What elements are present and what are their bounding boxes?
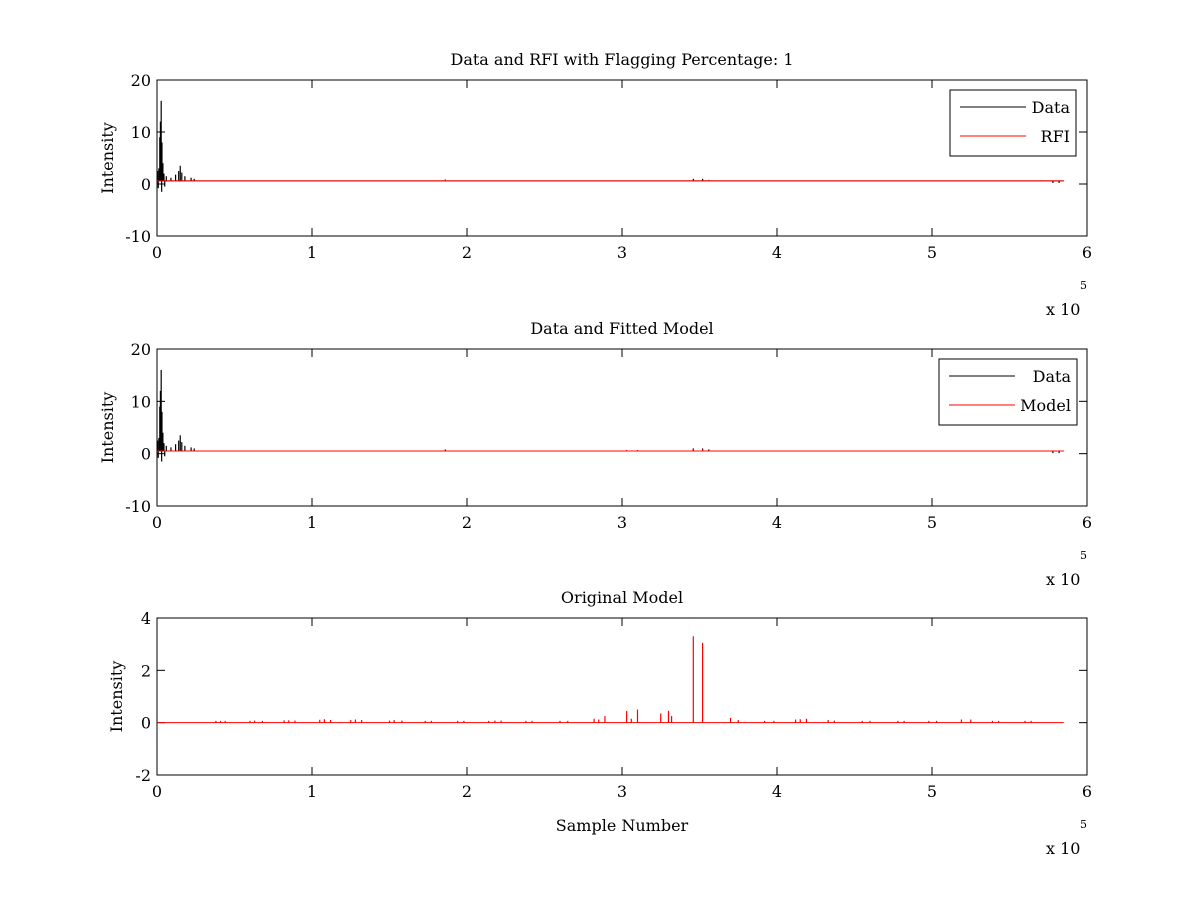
x-tick-label: 0 [152, 782, 162, 801]
legend-box [949, 89, 1077, 157]
chart-title: Data and RFI with Flagging Percentage: 1 [450, 50, 793, 69]
legend-label: Data [1032, 98, 1071, 117]
x-tick-label: 4 [772, 782, 782, 801]
y-axis-label: Intensity [98, 122, 117, 194]
chart-title: Data and Fitted Model [530, 319, 713, 338]
legend-box [938, 358, 1078, 426]
x-tick-label: 6 [1082, 513, 1092, 532]
y-tick-label: 10 [131, 392, 151, 411]
legend: Data RFI [949, 89, 1077, 157]
y-tick-label: 20 [131, 71, 151, 90]
plot-area [156, 617, 1088, 776]
y-tick-label: 2 [141, 661, 151, 680]
x-axis-multiplier: x 10 [1046, 570, 1080, 589]
x-axis-multiplier: x 10 [1046, 839, 1080, 858]
x-tick-label: 4 [772, 243, 782, 262]
y-tick-label: -2 [135, 766, 151, 785]
x-axis-label: Sample Number [556, 816, 689, 835]
x-axis-multiplier-exponent: 5 [1080, 818, 1087, 831]
plot-area [156, 79, 1088, 237]
x-tick-label: 1 [307, 243, 317, 262]
x-tick-label: 5 [927, 513, 937, 532]
y-tick-label: 4 [141, 609, 151, 628]
x-axis-multiplier: x 10 [1046, 300, 1080, 319]
x-axis-multiplier-exponent: 5 [1080, 279, 1087, 292]
x-tick-label: 4 [772, 513, 782, 532]
x-tick-label: 0 [152, 513, 162, 532]
plot-area [156, 348, 1088, 507]
y-tick-label: 0 [141, 445, 151, 464]
x-tick-label: 1 [307, 513, 317, 532]
y-tick-label: 20 [131, 340, 151, 359]
y-tick-label: 10 [131, 123, 151, 142]
y-tick-label: -10 [125, 497, 151, 516]
x-tick-label: 5 [927, 243, 937, 262]
x-tick-label: 2 [462, 513, 472, 532]
legend-label: RFI [1041, 127, 1070, 146]
legend-label: Data [1033, 367, 1072, 386]
y-axis-label: Intensity [98, 392, 117, 464]
x-tick-label: 3 [617, 243, 627, 262]
legend: Data Model [938, 358, 1078, 426]
x-tick-label: 5 [927, 782, 937, 801]
x-tick-label: 1 [307, 782, 317, 801]
x-tick-label: 6 [1082, 782, 1092, 801]
legend-label: Model [1020, 396, 1071, 415]
y-tick-label: -10 [125, 227, 151, 246]
x-tick-label: 6 [1082, 243, 1092, 262]
y-tick-label: 0 [141, 714, 151, 733]
y-axis-label: Intensity [107, 661, 126, 733]
x-tick-label: 2 [462, 243, 472, 262]
chart-title: Original Model [561, 588, 683, 607]
x-axis-multiplier-exponent: 5 [1080, 549, 1087, 562]
x-tick-label: 2 [462, 782, 472, 801]
x-tick-label: 3 [617, 513, 627, 532]
y-tick-label: 0 [141, 175, 151, 194]
x-tick-label: 3 [617, 782, 627, 801]
x-tick-label: 0 [152, 243, 162, 262]
